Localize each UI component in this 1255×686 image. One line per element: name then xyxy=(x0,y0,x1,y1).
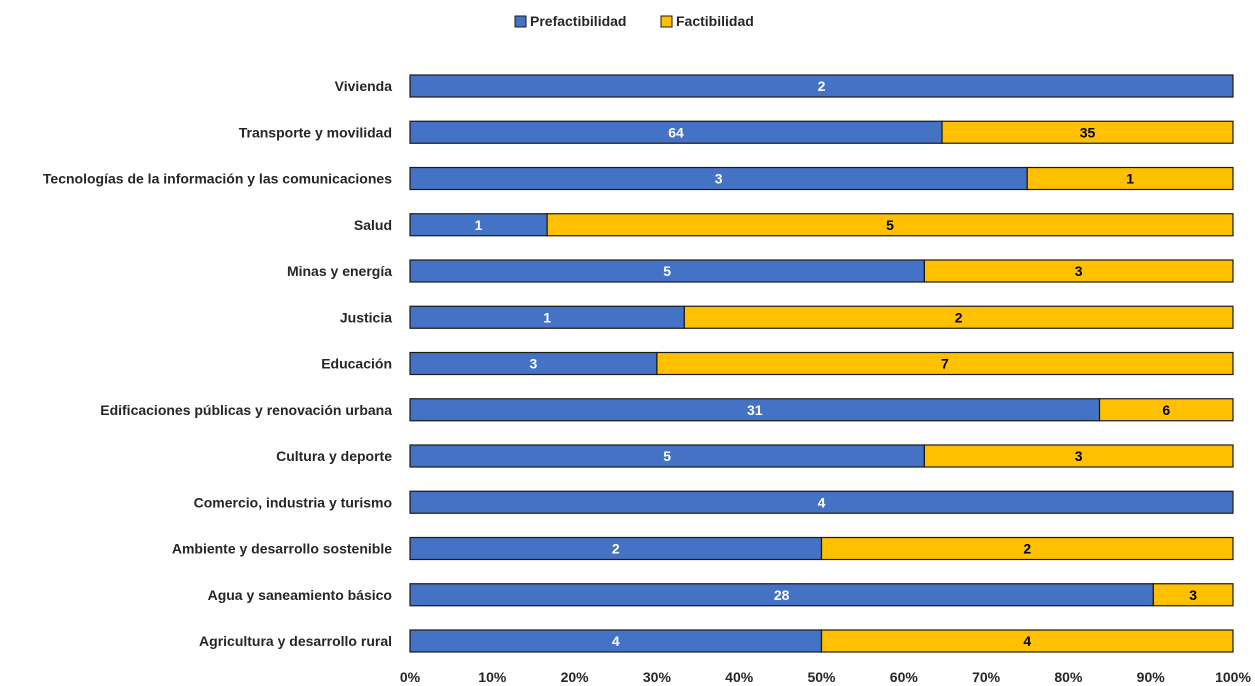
data-label-factibilidad: 3 xyxy=(1075,263,1083,279)
x-tick-label: 50% xyxy=(807,669,836,685)
category-label: Vivienda xyxy=(335,78,393,94)
data-label-factibilidad: 3 xyxy=(1075,448,1083,464)
data-label-factibilidad: 3 xyxy=(1189,587,1197,603)
data-label-prefactibilidad: 2 xyxy=(612,541,620,557)
data-label-prefactibilidad: 3 xyxy=(715,171,723,187)
bar-factibilidad xyxy=(546,213,1234,237)
bar-factibilidad xyxy=(1098,398,1234,422)
category-label: Tecnologías de la información y las comu… xyxy=(43,171,392,187)
data-label-prefactibilidad: 1 xyxy=(475,217,483,233)
category-label: Edificaciones públicas y renovación urba… xyxy=(100,402,392,418)
data-label-prefactibilidad: 5 xyxy=(663,448,671,464)
data-label-factibilidad: 4 xyxy=(1023,633,1031,649)
data-label-factibilidad: 7 xyxy=(941,356,949,372)
category-label: Salud xyxy=(354,217,392,233)
data-label-factibilidad: 5 xyxy=(886,217,894,233)
category-label: Agricultura y desarrollo rural xyxy=(199,633,392,649)
x-tick-label: 100% xyxy=(1215,669,1251,685)
data-label-prefactibilidad: 4 xyxy=(612,633,620,649)
x-tick-label: 80% xyxy=(1054,669,1083,685)
bar-factibilidad xyxy=(941,120,1234,144)
data-label-prefactibilidad: 4 xyxy=(818,494,826,510)
data-label-prefactibilidad: 1 xyxy=(543,309,551,325)
bar-factibilidad xyxy=(1026,166,1234,191)
data-label-factibilidad: 6 xyxy=(1162,402,1170,418)
category-label: Agua y saneamiento básico xyxy=(208,587,392,603)
data-label-prefactibilidad: 64 xyxy=(668,124,684,140)
legend-label-factibilidad: Factibilidad xyxy=(676,13,754,29)
category-label: Minas y energía xyxy=(287,263,392,279)
x-tick-label: 10% xyxy=(478,669,507,685)
legend-swatch-prefactibilidad xyxy=(514,15,527,28)
category-label: Justicia xyxy=(340,309,392,325)
data-label-prefactibilidad: 2 xyxy=(818,78,826,94)
x-tick-label: 0% xyxy=(400,669,421,685)
data-label-prefactibilidad: 3 xyxy=(530,356,538,372)
bar-prefactibilidad xyxy=(409,74,1234,98)
bar-factibilidad xyxy=(820,536,1234,561)
category-label: Transporte y movilidad xyxy=(239,124,392,140)
bar-factibilidad xyxy=(923,444,1234,468)
x-tick-label: 30% xyxy=(643,669,672,685)
x-tick-label: 20% xyxy=(561,669,590,685)
legend-swatch-factibilidad xyxy=(660,15,673,28)
data-label-prefactibilidad: 31 xyxy=(747,402,763,418)
bar-factibilidad xyxy=(683,305,1234,329)
data-label-factibilidad: 1 xyxy=(1126,171,1134,187)
x-tick-label: 40% xyxy=(725,669,754,685)
bar-factibilidad xyxy=(1152,583,1234,607)
legend-label-prefactibilidad: Prefactibilidad xyxy=(530,13,626,29)
x-tick-label: 70% xyxy=(972,669,1001,685)
category-label: Comercio, industria y turismo xyxy=(194,494,392,510)
bar-factibilidad xyxy=(656,351,1234,376)
x-tick-label: 90% xyxy=(1137,669,1166,685)
category-label: Ambiente y desarrollo sostenible xyxy=(172,541,392,557)
data-label-factibilidad: 2 xyxy=(955,309,963,325)
data-label-factibilidad: 2 xyxy=(1023,541,1031,557)
x-tick-label: 60% xyxy=(890,669,919,685)
bar-prefactibilidad xyxy=(409,490,1234,514)
data-label-prefactibilidad: 5 xyxy=(663,263,671,279)
bar-factibilidad xyxy=(820,629,1234,653)
category-label: Educación xyxy=(321,356,392,372)
data-label-prefactibilidad: 28 xyxy=(774,587,790,603)
bar-factibilidad xyxy=(923,259,1234,283)
data-label-factibilidad: 35 xyxy=(1080,124,1096,140)
category-label: Cultura y deporte xyxy=(276,448,392,464)
